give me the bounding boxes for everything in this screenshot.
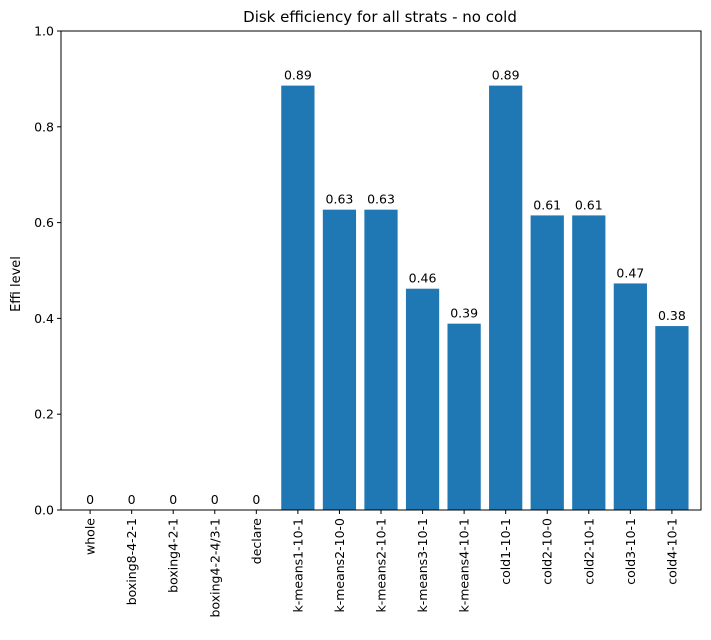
bar-value-label: 0 bbox=[169, 492, 177, 507]
x-tick-label: cold1-10-1 bbox=[498, 518, 513, 585]
x-tick-label: cold2-10-1 bbox=[581, 518, 596, 585]
x-tick-label: k-means1-10-1 bbox=[290, 518, 305, 613]
bar-value-label: 0.63 bbox=[367, 192, 395, 207]
bar-cold3-10-1 bbox=[613, 283, 647, 510]
y-axis: 0.0 0.2 0.4 0.6 0.8 1.0 bbox=[34, 24, 61, 518]
bar-cold1-10-1 bbox=[489, 85, 523, 510]
bar-k-means1-10-1 bbox=[281, 85, 315, 510]
bar-k-means2-10-1 bbox=[364, 209, 398, 511]
y-tick-label: 1.0 bbox=[34, 24, 54, 39]
chart-title: Disk efficiency for all strats - no cold bbox=[243, 8, 517, 26]
x-tick-label: cold2-10-0 bbox=[540, 518, 555, 585]
bar-value-label: 0 bbox=[252, 492, 260, 507]
x-tick-label: k-means2-10-1 bbox=[374, 518, 389, 613]
bar-value-label: 0 bbox=[128, 492, 136, 507]
x-tick-label: cold4-10-1 bbox=[664, 518, 679, 585]
y-tick-label: 0.0 bbox=[34, 503, 54, 518]
bar-value-label: 0 bbox=[86, 492, 94, 507]
y-tick-label: 0.6 bbox=[34, 215, 54, 230]
y-axis-label: Effi level bbox=[9, 256, 24, 312]
x-tick-label: k-means3-10-1 bbox=[415, 518, 430, 613]
plot-frame bbox=[60, 30, 702, 511]
bar-value-label: 0.61 bbox=[533, 197, 561, 212]
x-tick-label: cold3-10-1 bbox=[623, 518, 638, 585]
x-tick-label: declare bbox=[249, 518, 264, 564]
x-tick-label: whole bbox=[83, 518, 98, 555]
y-tick-label: 0.4 bbox=[34, 311, 54, 326]
x-tick-label: k-means2-10-0 bbox=[332, 518, 347, 613]
bar-value-label: 0.38 bbox=[658, 308, 686, 323]
bar-value-label: 0.46 bbox=[409, 271, 437, 286]
bars-group bbox=[281, 85, 689, 511]
bar-labels-group: 0 0 0 0 0 0.89 0.63 0.63 0.46 0.39 0.89 0.61 0.61 0.4… bbox=[86, 68, 686, 507]
x-axis: whole boxing8-4-2-1 boxing4-2-1 boxing4-2-4… bbox=[83, 510, 679, 617]
bar-cold4-10-1 bbox=[655, 326, 689, 510]
x-tick-label: boxing4-2-4/3-1 bbox=[207, 518, 222, 617]
bar-value-label: 0.63 bbox=[326, 192, 354, 207]
bar-value-label: 0.47 bbox=[616, 265, 644, 280]
bar-value-label: 0.89 bbox=[284, 68, 312, 83]
y-tick-label: 0.2 bbox=[34, 407, 54, 422]
bar-value-label: 0.39 bbox=[450, 306, 478, 321]
bar-k-means2-10-0 bbox=[322, 209, 357, 511]
x-tick-label: boxing8-4-2-1 bbox=[124, 518, 139, 605]
bar-cold2-10-0 bbox=[530, 215, 564, 511]
bar-value-label: 0 bbox=[211, 492, 219, 507]
bar-value-label: 0.61 bbox=[575, 197, 603, 212]
bar-value-label: 0.89 bbox=[492, 68, 520, 83]
x-tick-label: boxing4-2-1 bbox=[166, 518, 181, 593]
x-tick-label: k-means4-10-1 bbox=[457, 518, 472, 613]
y-tick-label: 0.8 bbox=[34, 119, 54, 134]
bar-k-means4-10-1 bbox=[447, 323, 481, 510]
bar-cold2-10-1 bbox=[572, 215, 606, 511]
bar-k-means3-10-1 bbox=[405, 288, 440, 510]
